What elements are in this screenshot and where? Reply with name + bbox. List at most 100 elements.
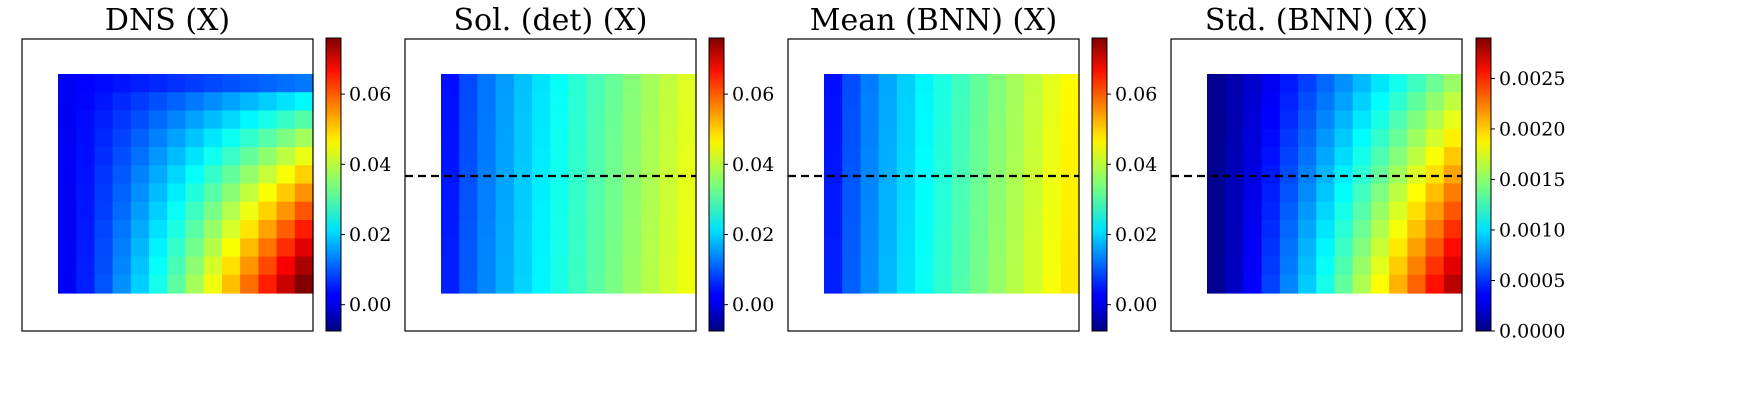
heatmap-cell — [1060, 74, 1080, 93]
heatmap-cell — [459, 183, 479, 203]
heatmap-cell — [1352, 256, 1372, 276]
heatmap-cell — [1443, 238, 1463, 258]
heatmap-cell — [951, 238, 971, 258]
heatmap-cell — [1024, 147, 1044, 166]
heatmap-cell — [860, 274, 880, 294]
heatmap-cell — [185, 183, 205, 203]
heatmap-cell — [1060, 220, 1080, 239]
heatmap-cell — [1334, 201, 1354, 221]
heatmap-cell — [1443, 147, 1463, 166]
heatmap-cell — [1225, 274, 1245, 294]
heatmap-cell — [185, 274, 205, 294]
heatmap-cell — [1279, 201, 1299, 221]
heatmap-cell — [76, 128, 96, 148]
heatmap-cell — [441, 201, 460, 221]
heatmap-cell — [933, 201, 953, 221]
heatmap-cell — [1006, 165, 1025, 185]
heatmap-cell — [58, 165, 77, 185]
heatmap-cell — [915, 74, 934, 93]
heatmap-cell — [294, 183, 314, 203]
heatmap-cell — [203, 256, 223, 276]
heatmap-cell — [185, 220, 205, 239]
colorbar-tick-label: 0.0000 — [1499, 321, 1565, 343]
heatmap-cell — [185, 201, 205, 221]
panel-title: Mean (BNN) (X) — [810, 3, 1057, 38]
heatmap-cell — [294, 238, 314, 258]
heatmap-cell — [1334, 274, 1354, 294]
panel-title: Sol. (det) (X) — [453, 3, 647, 38]
heatmap-cell — [896, 128, 916, 148]
heatmap-cell — [987, 256, 1007, 276]
heatmap-cell — [1352, 128, 1372, 148]
heatmap-cell — [915, 201, 934, 221]
heatmap-cell — [94, 256, 114, 276]
heatmap-cell — [221, 128, 241, 148]
heatmap-cell — [860, 110, 880, 130]
heatmap-cell — [221, 147, 241, 166]
heatmap-cell — [1443, 274, 1463, 294]
heatmap-cell — [1352, 92, 1372, 112]
heatmap-cell — [58, 128, 77, 148]
heatmap-cell — [477, 165, 497, 185]
heatmap-cell — [1352, 147, 1372, 166]
heatmap-cell — [987, 74, 1007, 93]
heatmap-cell — [477, 74, 497, 93]
heatmap-cell — [276, 201, 296, 221]
heatmap-cell — [659, 238, 679, 258]
heatmap-cell — [677, 256, 697, 276]
heatmap-cell — [58, 274, 77, 294]
heatmap-cell — [1060, 256, 1080, 276]
heatmap-cell — [933, 238, 953, 258]
heatmap-cell — [1279, 110, 1299, 130]
heatmap-cell — [276, 128, 296, 148]
heatmap-cell — [1389, 92, 1408, 112]
heatmap-cell — [1225, 128, 1245, 148]
heatmap-cell — [221, 74, 241, 93]
heatmap-cell — [915, 238, 934, 258]
heatmap-cell — [1261, 201, 1281, 221]
heatmap-cell — [258, 274, 278, 294]
heatmap-cell — [1024, 128, 1044, 148]
heatmap-cell — [1352, 74, 1372, 93]
heatmap-cell — [568, 147, 588, 166]
heatmap-cell — [969, 110, 989, 130]
heatmap-cell — [1006, 183, 1025, 203]
heatmap-cell — [1060, 165, 1080, 185]
heatmap-cell — [203, 92, 223, 112]
heatmap-cell — [842, 220, 862, 239]
heatmap-cell — [1298, 238, 1317, 258]
heatmap-cell — [167, 74, 187, 93]
heatmap-cell — [513, 274, 533, 294]
heatmap-cell — [586, 128, 606, 148]
heatmap-cell — [550, 165, 570, 185]
heatmap-cell — [1042, 110, 1062, 130]
heatmap-cell — [878, 128, 898, 148]
heatmap-cell — [824, 165, 843, 185]
heatmap-cell — [94, 128, 114, 148]
heatmap-cell — [477, 110, 497, 130]
heatmap-cell — [915, 165, 934, 185]
heatmap-cell — [149, 128, 168, 148]
heatmap-cell — [294, 274, 314, 294]
heatmap-cell — [824, 274, 843, 294]
heatmap-cell — [58, 92, 77, 112]
heatmap-cell — [878, 220, 898, 239]
heatmap-cell — [532, 147, 551, 166]
heatmap-cell — [860, 220, 880, 239]
heatmap-cell — [586, 74, 606, 93]
heatmap-cell — [915, 183, 934, 203]
colorbar-tick-label: 0.06 — [732, 84, 774, 106]
heatmap-cell — [1060, 92, 1080, 112]
heatmap-cell — [1407, 74, 1427, 93]
heatmap-cell — [604, 147, 624, 166]
heatmap-cell — [532, 183, 551, 203]
heatmap-cell — [258, 110, 278, 130]
heatmap-cell — [623, 201, 642, 221]
heatmap-cell — [1298, 183, 1317, 203]
heatmap-cell — [112, 220, 132, 239]
heatmap-cell — [933, 92, 953, 112]
heatmap-cell — [1334, 128, 1354, 148]
heatmap-cell — [459, 256, 479, 276]
heatmap-cell — [586, 110, 606, 130]
heatmap-cell — [532, 201, 551, 221]
